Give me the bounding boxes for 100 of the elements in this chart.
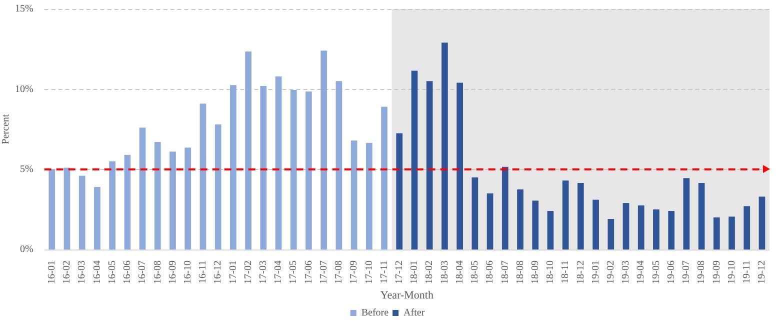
y-axis-title: Percent: [0, 114, 12, 144]
x-tick-label: 19-02: [606, 260, 617, 284]
bar: [260, 86, 267, 250]
legend-label: Before: [361, 308, 390, 319]
x-tick-label: 16-11: [198, 260, 209, 284]
x-tick-label: 18-10: [545, 260, 556, 284]
x-tick-label: 17-01: [228, 260, 239, 284]
x-tick-label: 18-05: [470, 260, 481, 284]
x-tick-label: 18-02: [424, 260, 436, 284]
bar: [245, 51, 252, 250]
x-tick-label: 16-12: [212, 260, 224, 284]
bar: [64, 168, 70, 250]
bar: [200, 104, 206, 250]
bar: [698, 182, 705, 250]
bar: [562, 180, 569, 250]
x-tick-label: 17-09: [348, 260, 360, 284]
x-tick-label: 17-11: [378, 260, 390, 284]
x-tick-label: 18-09: [530, 260, 541, 284]
x-tick-label: 19-08: [696, 260, 708, 284]
bar: [622, 202, 630, 250]
bar: [290, 90, 297, 250]
x-tick-label: 18-01: [409, 260, 420, 284]
bar: [456, 82, 463, 250]
x-tick-label: 18-07: [500, 260, 511, 284]
bar: [608, 219, 614, 250]
bar: [170, 152, 176, 250]
y-tick-label: 15%: [14, 4, 34, 15]
bar: [592, 200, 599, 250]
x-tick-label: 17-03: [258, 260, 270, 284]
bar: [336, 81, 342, 250]
bar: [350, 140, 358, 250]
bar: [154, 142, 161, 250]
bar: [758, 196, 766, 250]
bar: [683, 178, 690, 250]
x-tick-label: 17-08: [334, 260, 345, 284]
x-tick-label: 19-06: [666, 260, 677, 284]
bar: [532, 200, 539, 250]
x-tick-label: 17-04: [273, 260, 284, 284]
x-tick-label: 16-03: [76, 260, 88, 284]
bar: [442, 42, 448, 250]
y-tick-label: 10%: [14, 84, 34, 95]
y-tick-label: 5%: [20, 164, 34, 175]
x-tick-label: 17-07: [318, 260, 330, 284]
bar: [653, 209, 660, 250]
x-tick-label: 16-02: [62, 260, 73, 284]
x-tick-label: 19-10: [726, 260, 738, 284]
bar: [744, 206, 750, 250]
x-tick-label: 19-04: [636, 260, 647, 284]
x-tick-label: 17-10: [364, 260, 375, 284]
bar: [139, 128, 146, 250]
x-tick-label: 16-01: [46, 260, 58, 284]
x-tick-label: 16-06: [122, 260, 134, 284]
x-tick-label: 18-08: [514, 260, 526, 284]
bar: [124, 154, 131, 250]
bar: [472, 177, 478, 250]
x-axis-title: Year-Month: [380, 289, 434, 302]
bar: [109, 161, 116, 250]
bar: [366, 142, 372, 250]
bar: [184, 148, 192, 250]
x-tick-label: 19-12: [756, 260, 768, 284]
x-tick-label: 17-12: [394, 260, 406, 284]
x-tick-label: 17-05: [288, 260, 300, 284]
bar: [713, 217, 720, 250]
bar: [486, 193, 494, 250]
x-tick-label: 17-02: [242, 260, 254, 284]
bar: [502, 166, 508, 250]
x-tick-label: 18-04: [454, 260, 466, 284]
x-tick-label: 16-08: [152, 260, 164, 284]
x-tick-label: 18-03: [439, 260, 450, 284]
x-tick-label: 16-10: [182, 260, 194, 284]
bar: [320, 50, 328, 250]
bar: [668, 210, 674, 250]
bar: [638, 205, 644, 250]
bar: [306, 92, 312, 250]
x-tick-label: 18-11: [560, 260, 572, 284]
x-tick-label: 18-12: [575, 260, 586, 284]
bar: [728, 216, 735, 250]
y-tick-label: 0%: [20, 244, 34, 256]
bar: [214, 124, 222, 250]
bar: [517, 189, 524, 250]
x-tick-label: 19-07: [681, 260, 692, 284]
x-tick-label: 17-06: [303, 260, 314, 284]
x-tick-label: 16-04: [92, 260, 103, 284]
bar: [426, 81, 433, 250]
bar: [230, 85, 236, 250]
x-tick-label: 19-03: [620, 260, 632, 284]
bar: [275, 76, 282, 250]
x-tick-label: 16-09: [167, 260, 178, 284]
bar: [94, 186, 100, 250]
legend-label: After: [404, 308, 426, 319]
bar: [578, 182, 584, 250]
bar: [547, 210, 554, 250]
x-tick-label: 18-06: [484, 260, 496, 284]
bar: [48, 169, 56, 250]
bar: [396, 133, 403, 250]
x-tick-label: 16-07: [137, 260, 148, 284]
x-tick-label: 19-01: [590, 260, 602, 284]
x-tick-label: 16-05: [106, 260, 118, 284]
bar: [411, 70, 418, 250]
x-tick-label: 19-11: [741, 260, 752, 284]
